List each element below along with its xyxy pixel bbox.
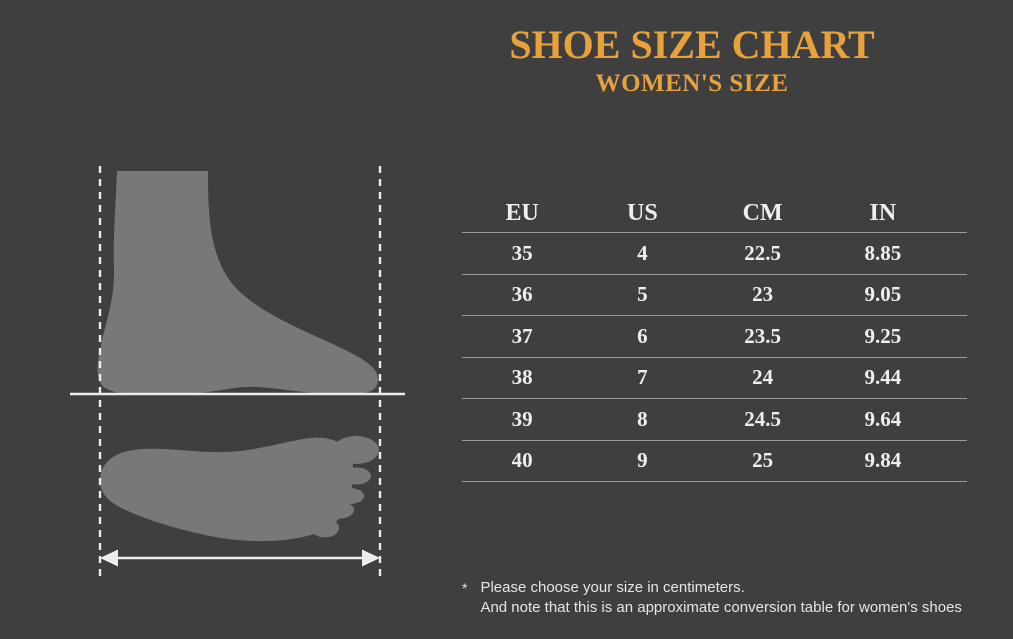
foot-diagram-graphic	[70, 166, 405, 582]
page-subtitle: WOMEN'S SIZE	[595, 70, 789, 97]
table-cell: 9.64	[864, 406, 902, 431]
table-cell: 9.84	[864, 448, 902, 473]
column-header: US	[627, 199, 658, 226]
table-cell: 25	[752, 448, 774, 473]
table-cell: 9	[637, 448, 648, 473]
table-cell: 24	[752, 365, 774, 390]
table-cell: 9.05	[864, 282, 902, 307]
title-block: SHOE SIZE CHART WOMEN'S SIZE	[459, 24, 925, 98]
toe-3	[336, 488, 364, 504]
table-cell: 40	[511, 448, 533, 473]
toe-2	[343, 467, 371, 485]
table-cell: 23	[752, 282, 774, 307]
column-header: EU	[505, 199, 539, 226]
foot-measurement-diagram: Length cm	[60, 150, 415, 590]
size-table: EU US CM IN 35 4 22.5 8.85 36 5 23 9.05 37 6 23.5 9.25…	[462, 194, 967, 482]
toe-4	[326, 501, 354, 519]
table-cell: 5	[637, 282, 648, 307]
footnote-line: Please choose your size in centimeters.	[480, 579, 745, 596]
table-row: 38 7 24 9.44	[462, 358, 967, 399]
footnote-text: Please choose your size in centimeters. …	[480, 578, 961, 619]
table-cell: 39	[511, 406, 533, 431]
table-row: 39 8 24.5 9.64	[462, 399, 967, 441]
table-cell: 8	[637, 406, 648, 431]
table-row: 36 5 23 9.05	[462, 275, 967, 316]
table-cell: 23.5	[744, 323, 781, 348]
footnote-line: And note that this is an approximate con…	[480, 599, 962, 617]
table-cell: 6	[637, 323, 648, 348]
page-title: SHOE SIZE CHART	[509, 22, 875, 67]
toe-5	[311, 518, 339, 538]
footprint-silhouette	[100, 436, 379, 542]
table-row: 35 4 22.5 8.85	[462, 233, 967, 275]
table-row: 40 9 25 9.84	[462, 441, 967, 482]
table-cell: 9.44	[864, 365, 902, 390]
table-cell: 38	[511, 365, 533, 390]
table-cell: 35	[511, 240, 533, 265]
table-cell: 9.25	[864, 323, 902, 348]
column-header: CM	[742, 199, 783, 226]
length-arrow	[100, 549, 380, 567]
size-table-header: EU US CM IN	[462, 194, 967, 233]
table-cell: 4	[637, 240, 648, 265]
size-table-body: 35 4 22.5 8.85 36 5 23 9.05 37 6 23.5 9.25 38 7 24 9.44…	[462, 233, 967, 482]
table-cell: 8.85	[864, 240, 902, 265]
footnote-marker: *	[462, 580, 468, 596]
column-header: IN	[869, 199, 897, 226]
table-cell: 36	[511, 282, 533, 307]
table-cell: 22.5	[744, 240, 781, 265]
big-toe	[333, 436, 379, 464]
table-row: 37 6 23.5 9.25	[462, 316, 967, 358]
table-cell: 7	[637, 365, 648, 390]
foot-side-silhouette	[97, 171, 378, 395]
footnote: * Please choose your size in centimeters…	[462, 578, 962, 619]
table-cell: 37	[511, 323, 533, 348]
table-cell: 24.5	[744, 406, 781, 431]
